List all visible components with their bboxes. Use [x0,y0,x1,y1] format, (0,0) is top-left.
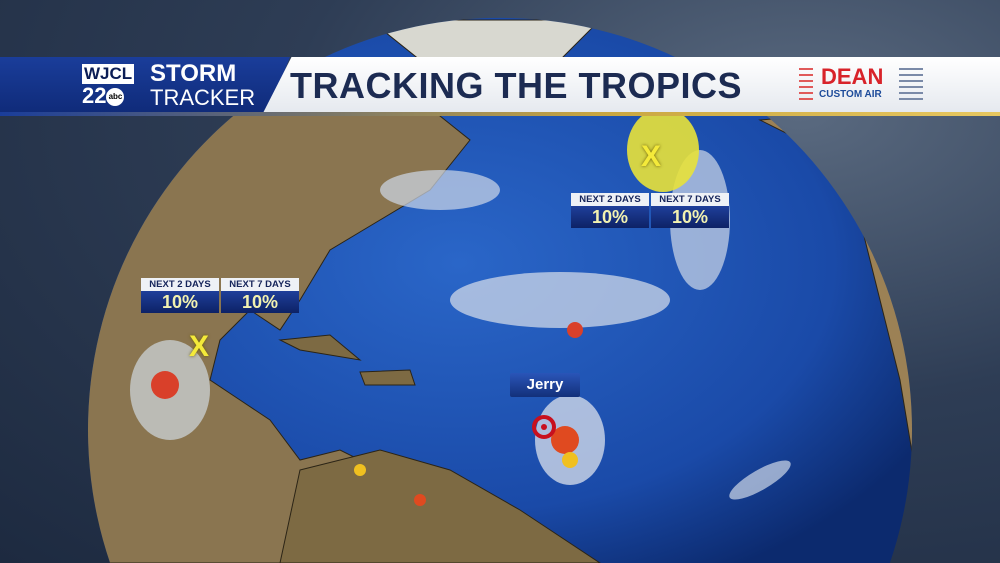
outlook-label: NEXT 2 DAYS [141,278,219,291]
development-area-north-atlantic [627,108,699,192]
outlook-box-gulf: NEXT 2 DAYS 10% NEXT 7 DAYS 10% [141,278,299,313]
outlook-value: 10% [221,291,299,313]
outlook-label: NEXT 7 DAYS [221,278,299,291]
brand-bottom: TRACKER [150,85,256,110]
south-america-land [279,449,602,563]
outlook-box-north-atlantic: NEXT 2 DAYS 10% NEXT 7 DAYS 10% [571,193,729,228]
hispaniola-land [359,369,416,386]
outlook-value: 10% [571,206,649,228]
tropical-storm-icon [532,415,556,439]
storm-label: Jerry [510,373,580,397]
cuba-land [278,334,362,361]
sponsor-name: DEAN [821,64,884,89]
sponsor-graphic [799,68,923,100]
title-bar [262,57,1000,115]
development-marker-gulf: X [189,330,210,363]
brand-top: STORM [150,60,237,87]
development-marker-north-atlantic: X [641,140,662,173]
sponsor-sub: CUSTOM AIR [819,89,882,100]
header-accent-line [0,112,1000,116]
outlook-label: NEXT 2 DAYS [571,193,649,206]
page-title: TRACKING THE TROPICS [290,65,743,106]
outlook-value: 10% [651,206,729,228]
outlook-label: NEXT 7 DAYS [651,193,729,206]
outlook-value: 10% [141,291,219,313]
abc-logo: abc [106,88,125,107]
sponsor-logo: DEAN CUSTOM AIR [795,65,927,107]
channel-text: 22 [82,83,107,108]
channel-number: 22 abc [82,83,125,108]
station-logo [0,57,290,115]
header-bar: WJCL 22 abc STORM TRACKER TRACKING THE TR… [0,57,1000,115]
station-call: WJCL [82,64,135,84]
